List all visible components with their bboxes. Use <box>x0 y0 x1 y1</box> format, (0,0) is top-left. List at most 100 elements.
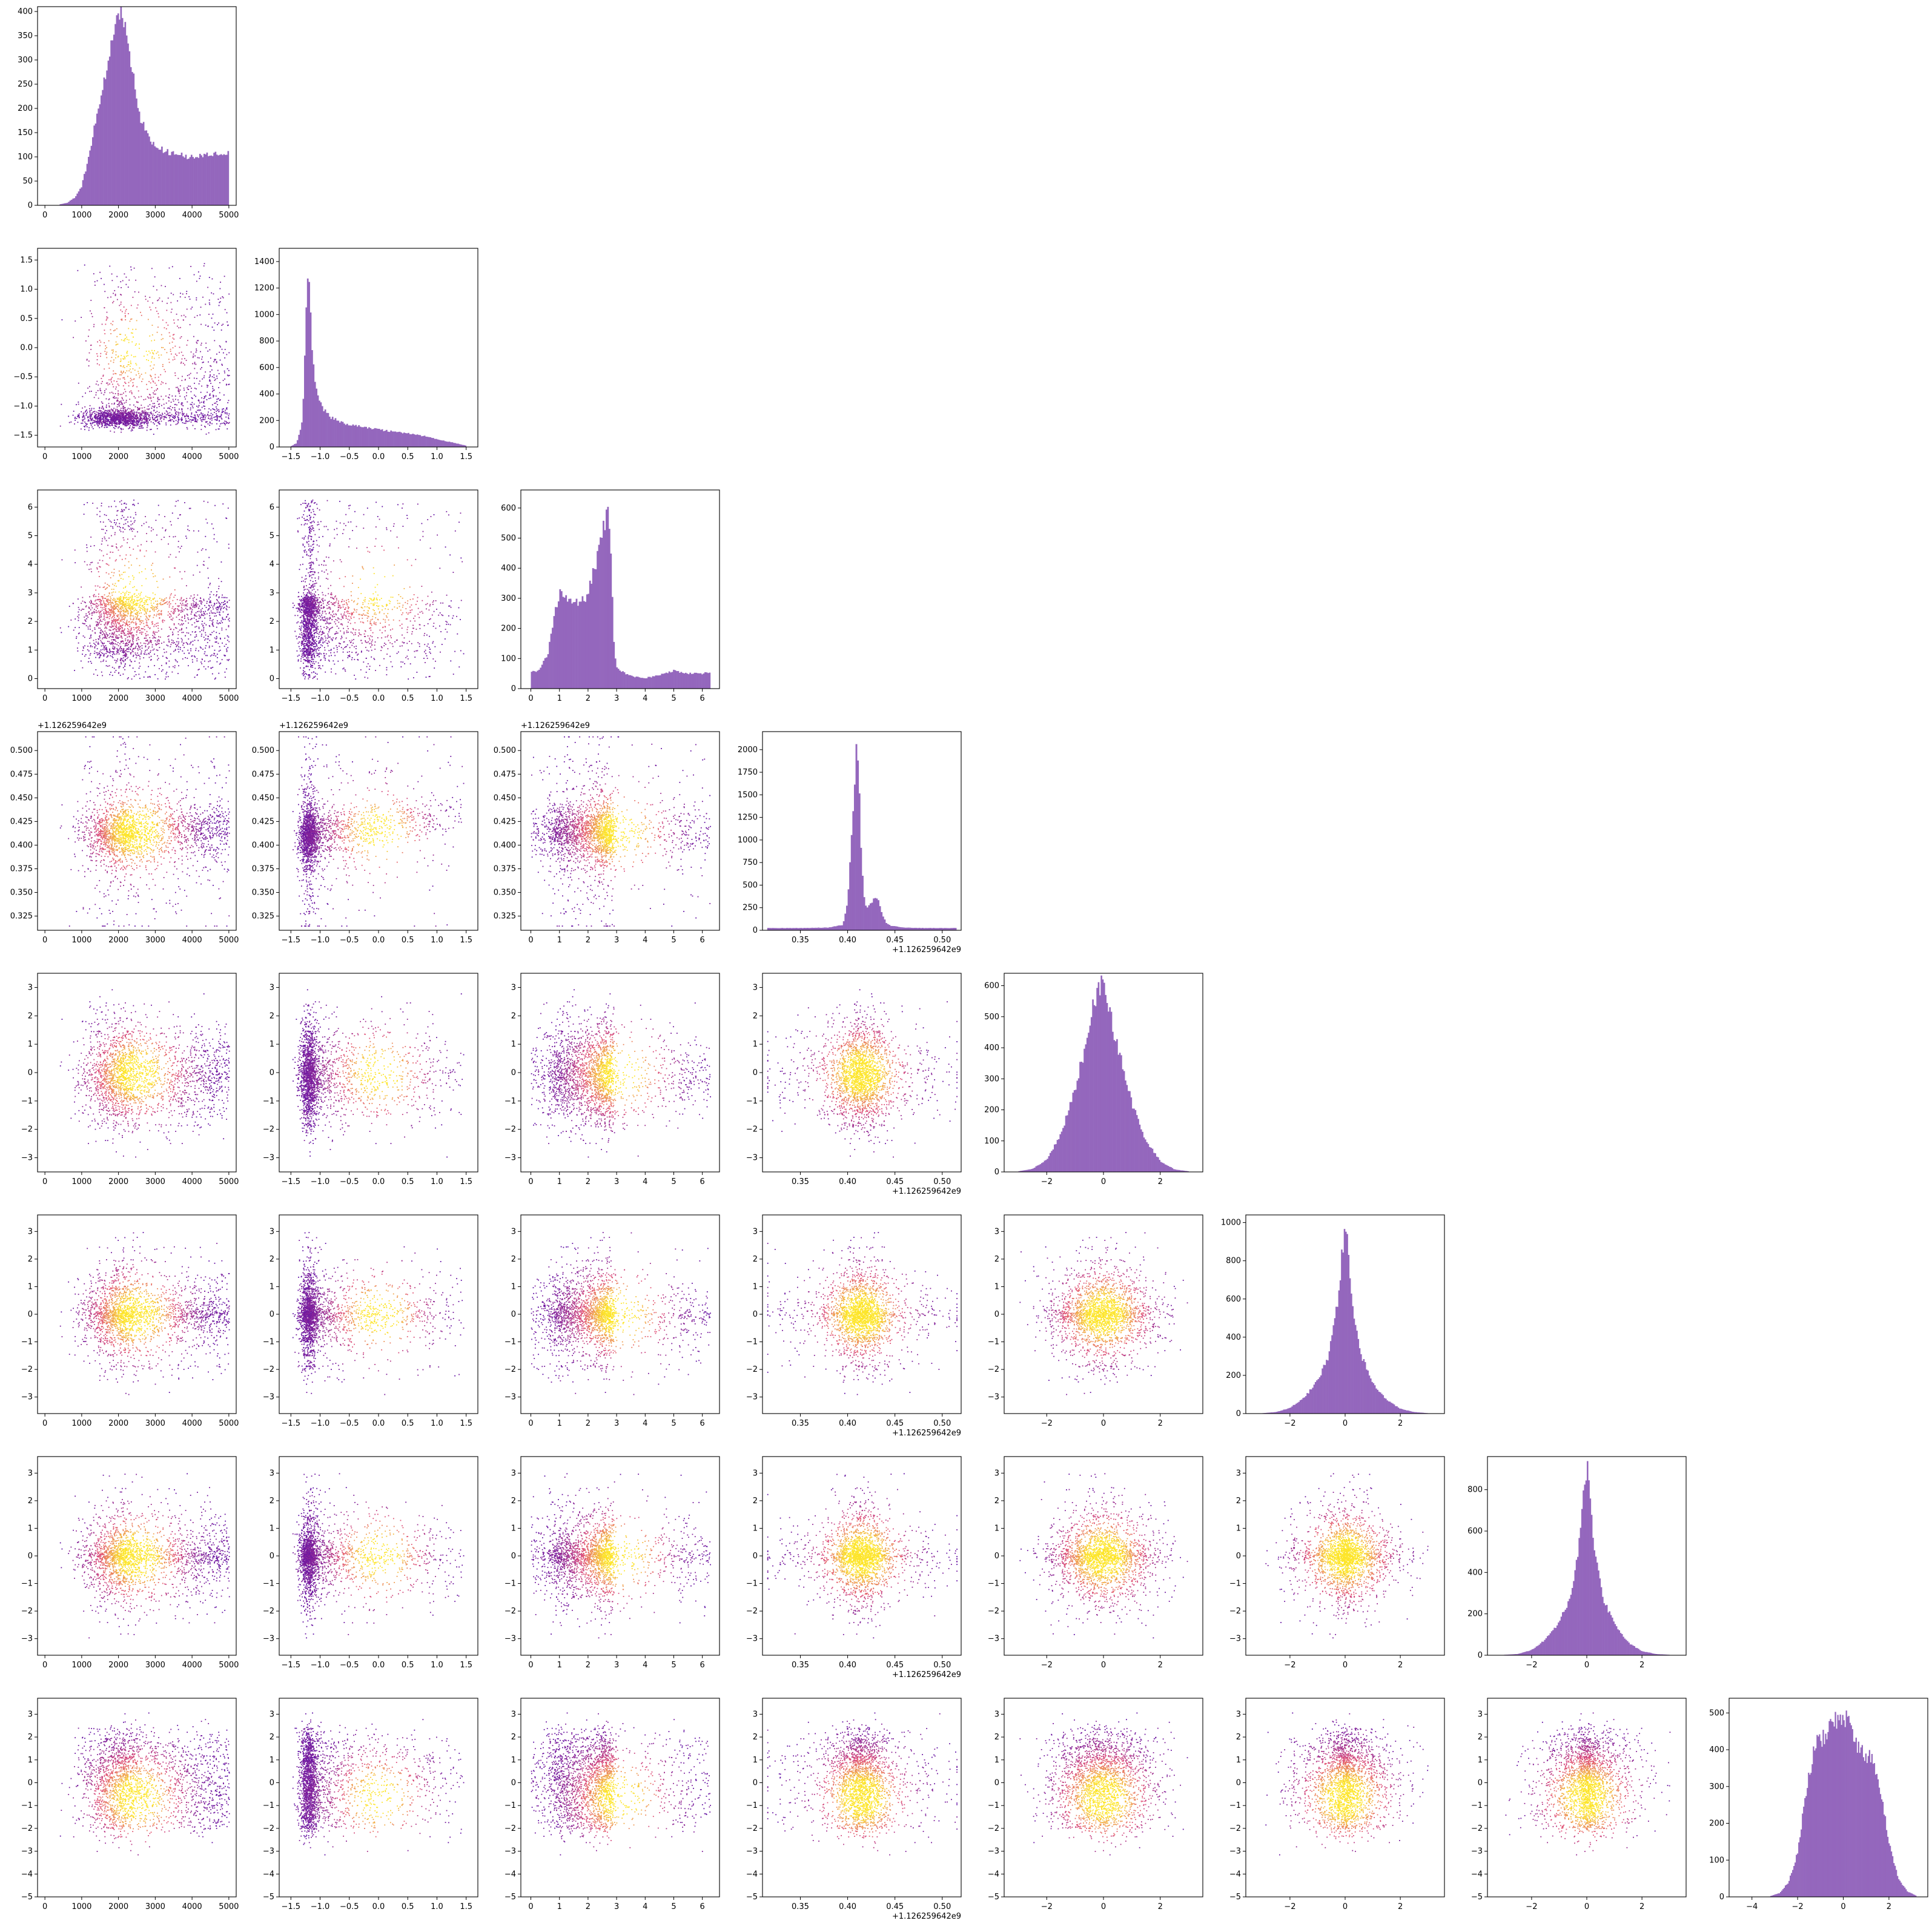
scatter-point <box>99 601 101 602</box>
scatter-point <box>102 418 103 420</box>
scatter-point <box>111 392 113 393</box>
scatter-point <box>141 632 142 633</box>
scatter-point <box>126 519 127 520</box>
scatter-point <box>82 408 83 409</box>
scatter-point <box>78 383 79 384</box>
scatter-point <box>176 627 177 629</box>
hist-bar <box>188 159 190 205</box>
scatter-point <box>198 650 199 652</box>
scatter-point <box>120 309 121 311</box>
scatter-point <box>153 603 154 604</box>
scatter-point <box>151 412 152 413</box>
scatter-point <box>147 425 148 426</box>
scatter-point <box>124 540 125 541</box>
scatter-point <box>150 404 151 405</box>
scatter-point <box>211 605 213 606</box>
scatter-point <box>117 604 119 605</box>
scatter-point <box>143 607 144 608</box>
scatter-point <box>99 612 100 613</box>
scatter-point <box>171 594 172 595</box>
scatter-point <box>177 399 179 400</box>
scatter-point <box>131 393 133 394</box>
scatter-point <box>199 615 200 616</box>
scatter-point <box>135 652 136 653</box>
scatter-point <box>87 412 88 413</box>
hist-bar <box>300 430 302 447</box>
scatter-point <box>150 309 151 311</box>
scatter-point <box>154 598 155 599</box>
scatter-point <box>118 605 119 606</box>
scatter-point <box>134 291 136 293</box>
scatter-point <box>203 613 205 614</box>
hist-bar <box>200 155 202 205</box>
scatter-point <box>127 364 128 365</box>
scatter-point <box>150 627 151 629</box>
scatter-point <box>131 319 133 320</box>
scatter-point <box>100 414 101 415</box>
scatter-point <box>176 646 177 647</box>
scatter-point <box>112 324 113 325</box>
hist-bar <box>162 153 164 205</box>
scatter-point <box>174 415 176 416</box>
scatter-point <box>177 649 179 650</box>
scatter-point <box>98 610 99 612</box>
scatter-point <box>171 615 172 617</box>
hist-bar <box>447 442 449 447</box>
scatter-point <box>199 611 200 612</box>
scatter-point <box>130 610 131 611</box>
scatter-point <box>130 319 131 320</box>
hist-bar <box>139 111 141 205</box>
scatter-point <box>136 595 137 596</box>
scatter-panel-1-0: −1.5−1.0−0.50.00.51.01.50 1000 2000 3000 400… <box>13 248 239 461</box>
scatter-point <box>102 538 103 540</box>
scatter-point <box>139 408 140 409</box>
scatter-point <box>87 426 88 428</box>
hist-bar <box>109 56 111 205</box>
scatter-point <box>162 338 164 339</box>
scatter-point <box>96 514 98 515</box>
scatter-point <box>91 418 93 420</box>
scatter-point <box>114 620 115 621</box>
scatter-point <box>198 531 199 532</box>
scatter-point <box>128 417 130 418</box>
scatter-point <box>144 643 145 644</box>
scatter-point <box>137 616 138 617</box>
scatter-point <box>190 404 191 405</box>
scatter-point <box>140 419 141 420</box>
scatter-point <box>105 635 106 636</box>
scatter-point <box>214 538 215 540</box>
scatter-point <box>172 407 173 408</box>
scatter-point <box>216 594 217 595</box>
scatter-point <box>141 525 142 526</box>
scatter-point <box>229 600 230 601</box>
scatter-point <box>221 620 222 621</box>
scatter-point <box>200 609 202 610</box>
scatter-point <box>228 375 229 377</box>
scatter-point <box>108 595 109 597</box>
scatter-point <box>187 402 188 403</box>
scatter-point <box>107 410 108 411</box>
scatter-point <box>163 578 164 580</box>
scatter-point <box>200 276 201 277</box>
scatter-point <box>207 287 208 288</box>
scatter-point <box>105 345 106 346</box>
scatter-point <box>99 549 101 551</box>
scatter-point <box>193 604 194 606</box>
scatter-point <box>227 428 228 429</box>
scatter-point <box>197 674 198 675</box>
scatter-point <box>110 655 111 657</box>
scatter-point <box>144 415 145 416</box>
scatter-point <box>165 383 167 384</box>
scatter-point <box>100 353 101 354</box>
scatter-point <box>190 609 191 610</box>
scatter-point <box>101 421 102 422</box>
scatter-point <box>162 528 164 529</box>
scatter-point <box>107 584 108 585</box>
scatter-point <box>88 336 89 337</box>
scatter-point <box>227 409 228 410</box>
scatter-point <box>93 273 94 274</box>
scatter-point <box>209 640 210 641</box>
scatter-point <box>167 601 168 603</box>
scatter-point <box>115 601 116 603</box>
scatter-point <box>117 409 118 410</box>
